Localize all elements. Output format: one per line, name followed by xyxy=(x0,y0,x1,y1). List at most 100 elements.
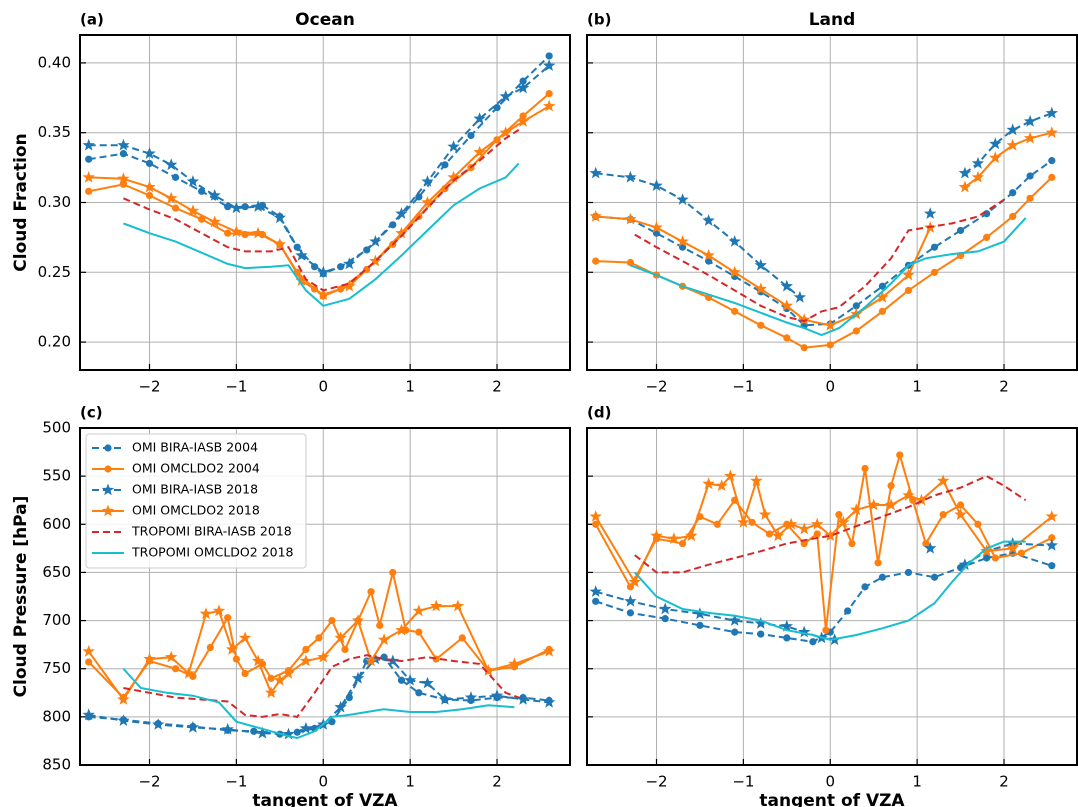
y-tick-label: 0.35 xyxy=(38,123,71,141)
data-point xyxy=(724,469,737,482)
data-point xyxy=(256,726,269,739)
x-tick-label: 0 xyxy=(318,378,328,396)
data-point xyxy=(922,539,930,548)
data-point xyxy=(441,161,449,169)
x-tick-label: 2 xyxy=(492,378,502,396)
data-point xyxy=(273,673,286,686)
panel-label: (d) xyxy=(587,404,611,422)
data-point xyxy=(748,518,756,526)
data-point xyxy=(861,464,869,473)
data-point xyxy=(351,671,365,684)
data-point xyxy=(369,254,382,267)
data-point xyxy=(295,274,308,286)
data-point xyxy=(1048,562,1056,570)
data-point xyxy=(186,175,200,187)
data-point xyxy=(800,539,808,548)
data-point xyxy=(328,718,336,726)
y-tick-label: 500 xyxy=(42,419,71,437)
data-point xyxy=(186,204,200,217)
data-point xyxy=(1045,106,1058,119)
x-tick-label: 0 xyxy=(318,773,328,791)
data-point xyxy=(754,617,767,629)
x-tick-label: 2 xyxy=(999,378,1009,396)
x-tick-label: −1 xyxy=(732,773,754,791)
data-point xyxy=(737,515,750,528)
x-tick-label: 1 xyxy=(912,378,922,396)
data-point xyxy=(822,626,830,634)
data-point xyxy=(543,99,556,112)
y-tick-label: 550 xyxy=(42,467,71,485)
panel-label: (c) xyxy=(80,404,103,422)
series-line xyxy=(630,217,1027,337)
y-tick-label: 0.20 xyxy=(38,333,71,351)
data-point xyxy=(467,131,475,140)
data-point xyxy=(117,172,130,184)
legend-label: OMI BIRA-IASB 2018 xyxy=(132,482,258,497)
data-point xyxy=(397,676,406,684)
data-point xyxy=(702,249,715,261)
data-point xyxy=(1048,534,1056,542)
data-point xyxy=(589,210,602,222)
data-point xyxy=(545,90,553,98)
data-point xyxy=(731,307,739,315)
data-point xyxy=(1045,539,1058,551)
data-point xyxy=(783,634,791,642)
data-point xyxy=(415,193,423,201)
data-point xyxy=(369,652,382,665)
data-point xyxy=(317,288,330,300)
x-tick-label: −2 xyxy=(645,773,667,791)
data-point xyxy=(983,233,991,241)
data-point xyxy=(447,140,460,152)
data-point xyxy=(145,191,154,200)
data-point xyxy=(345,694,353,702)
data-point xyxy=(395,226,408,239)
data-point xyxy=(693,607,707,620)
x-tick-label: −2 xyxy=(138,773,160,791)
data-point xyxy=(230,201,243,214)
data-point xyxy=(238,631,252,644)
data-point xyxy=(958,180,972,193)
data-point xyxy=(438,693,452,705)
data-point xyxy=(884,498,898,511)
data-point xyxy=(954,508,967,520)
plot-area xyxy=(82,568,556,740)
data-point xyxy=(165,191,178,204)
x-tick-label: 2 xyxy=(999,773,1009,791)
data-point xyxy=(667,532,681,544)
data-point xyxy=(117,714,130,726)
y-tick-label: 0.25 xyxy=(38,263,71,281)
data-point xyxy=(650,529,663,542)
series-line xyxy=(123,654,520,718)
x-tick-label: 1 xyxy=(405,773,415,791)
data-point xyxy=(728,614,741,626)
plot-area xyxy=(589,106,1058,352)
data-point xyxy=(713,520,721,528)
data-point xyxy=(731,628,739,636)
x-tick-label: 2 xyxy=(492,773,502,791)
series-line xyxy=(122,668,515,740)
plot-area xyxy=(82,52,556,307)
x-tick-label: −2 xyxy=(138,378,160,396)
data-point xyxy=(1006,123,1019,136)
legend-label: OMI BIRA-IASB 2004 xyxy=(132,440,258,455)
data-point xyxy=(772,529,785,542)
data-point xyxy=(241,669,249,678)
x-tick-label: 0 xyxy=(825,378,835,396)
data-point xyxy=(902,268,915,281)
data-point xyxy=(589,585,602,597)
data-point xyxy=(702,477,715,490)
plot-frame xyxy=(586,34,1078,371)
data-point xyxy=(482,664,495,676)
data-point xyxy=(295,249,308,261)
x-tick-label: 0 xyxy=(825,773,835,791)
data-point xyxy=(119,150,128,158)
data-point xyxy=(82,138,95,151)
data-point xyxy=(317,265,330,278)
data-point xyxy=(198,215,206,223)
legend-marker xyxy=(104,465,112,473)
legend-marker xyxy=(101,483,115,496)
data-point xyxy=(628,575,641,588)
data-point xyxy=(343,279,356,292)
data-point xyxy=(696,621,704,629)
